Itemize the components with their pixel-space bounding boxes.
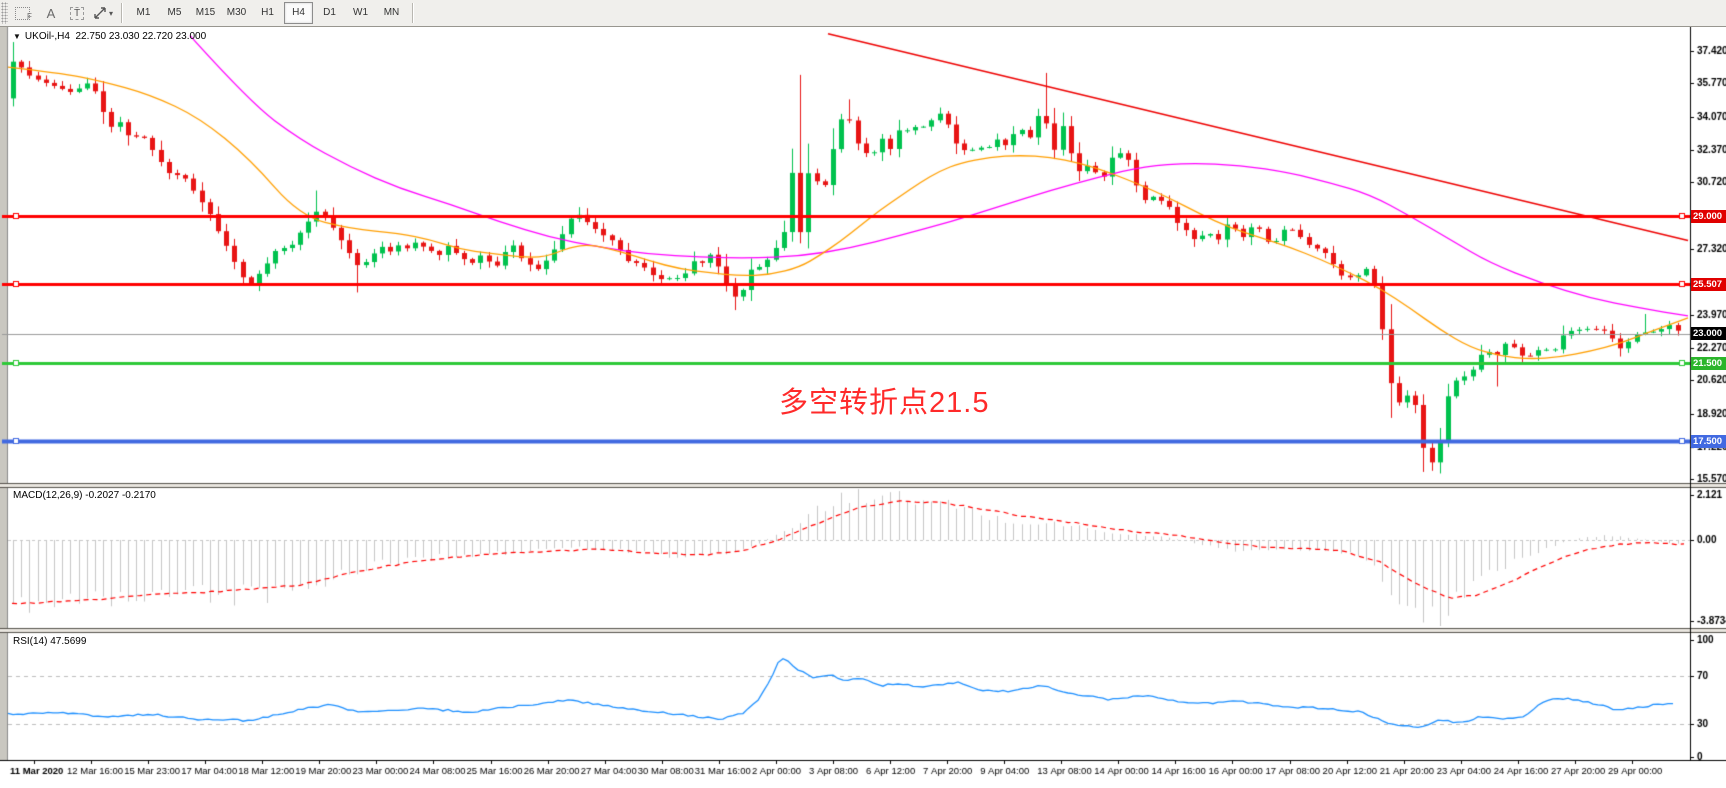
timeframe-m15-button[interactable]: M15 — [195, 7, 216, 18]
chart-annotation-text[interactable]: 多空转折点21.5 — [779, 387, 990, 419]
timeframe-m5-button[interactable]: M5 — [167, 7, 182, 18]
chart-symbol-title: ▼ UKOil-,H4 22.750 23.030 22.720 23.000 — [13, 31, 207, 42]
text-box-tool-button[interactable]: T — [65, 2, 89, 24]
symbol-dropdown-icon[interactable]: ▼ — [13, 32, 21, 41]
toolbar-grip[interactable] — [1, 2, 8, 24]
macd-indicator-label: MACD(12,26,9) -0.2027 -0.2170 — [13, 490, 156, 501]
price-chart-canvas[interactable] — [0, 27, 1726, 788]
dotted-grid-icon — [15, 6, 31, 20]
diagonal-arrows-icon — [94, 7, 106, 19]
timeframe-h1-button[interactable]: H1 — [261, 7, 274, 18]
grid-f-tool-button[interactable]: F — [13, 2, 37, 24]
rsi-indicator-label: RSI(14) 47.5699 — [13, 636, 87, 647]
timeframe-w1-button[interactable]: W1 — [353, 7, 368, 18]
timeframe-m30-button[interactable]: M30 — [226, 7, 247, 18]
price-badge-21.500: 21.500 — [1691, 356, 1726, 370]
toolbar-separator — [412, 3, 414, 23]
timeframe-h4-button[interactable]: H4 — [284, 2, 313, 24]
letter-a-icon: A — [46, 5, 56, 21]
price-badge-29.000: 29.000 — [1691, 209, 1726, 223]
toolbar-separator — [121, 3, 123, 23]
price-badge-17.500: 17.500 — [1691, 434, 1726, 448]
text-box-icon: T — [69, 6, 85, 20]
price-badge-23.000: 23.000 — [1691, 327, 1726, 341]
timeframe-mn-button[interactable]: MN — [383, 7, 400, 18]
cursor-arrows-tool-button[interactable]: ▾ — [91, 2, 115, 24]
timeframe-m1-button[interactable]: M1 — [136, 7, 151, 18]
timeframe-d1-button[interactable]: D1 — [323, 7, 336, 18]
chevron-down-icon: ▾ — [108, 8, 113, 18]
toolbar: F A T ▾ M1 M5 M15 M30 H1 H4 D1 W1 MN — [0, 0, 1726, 27]
text-label-tool-button[interactable]: A — [39, 2, 63, 24]
price-badge-25.507: 25.507 — [1691, 277, 1726, 291]
